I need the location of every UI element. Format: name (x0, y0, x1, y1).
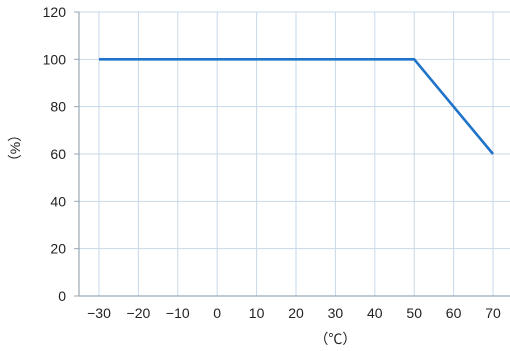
y-tick-label: 120 (43, 4, 67, 20)
x-tick-label: 30 (328, 305, 344, 321)
y-tick-labels: 0 20 40 60 80 100 120 (43, 4, 67, 304)
x-tick-label: −10 (166, 305, 190, 321)
y-axis-label: （%） (7, 128, 23, 168)
x-tick-label: 0 (213, 305, 221, 321)
y-tick-label: 20 (50, 241, 66, 257)
x-tick-label: −30 (87, 305, 111, 321)
x-tick-label: 10 (249, 305, 265, 321)
x-tick-label: 20 (288, 305, 304, 321)
y-tick-label: 60 (50, 146, 66, 162)
x-tick-label: 50 (406, 305, 422, 321)
y-gridlines (79, 11, 510, 297)
y-tick-label: 0 (58, 288, 66, 304)
y-tick-label: 80 (50, 99, 66, 115)
x-tick-label: −20 (127, 305, 151, 321)
x-tick-labels: −30 −20 −10 0 10 20 30 40 50 60 70 (87, 305, 501, 321)
y-tick-label: 100 (43, 51, 67, 67)
x-tick-label: 60 (446, 305, 462, 321)
x-tick-label: 70 (485, 305, 501, 321)
x-tick-label: 40 (367, 305, 383, 321)
series-line-0 (99, 57, 494, 155)
axes (74, 11, 510, 297)
y-tick-label: 40 (50, 193, 66, 209)
x-axis-label: （℃） (314, 331, 356, 347)
series-layer (99, 57, 494, 155)
